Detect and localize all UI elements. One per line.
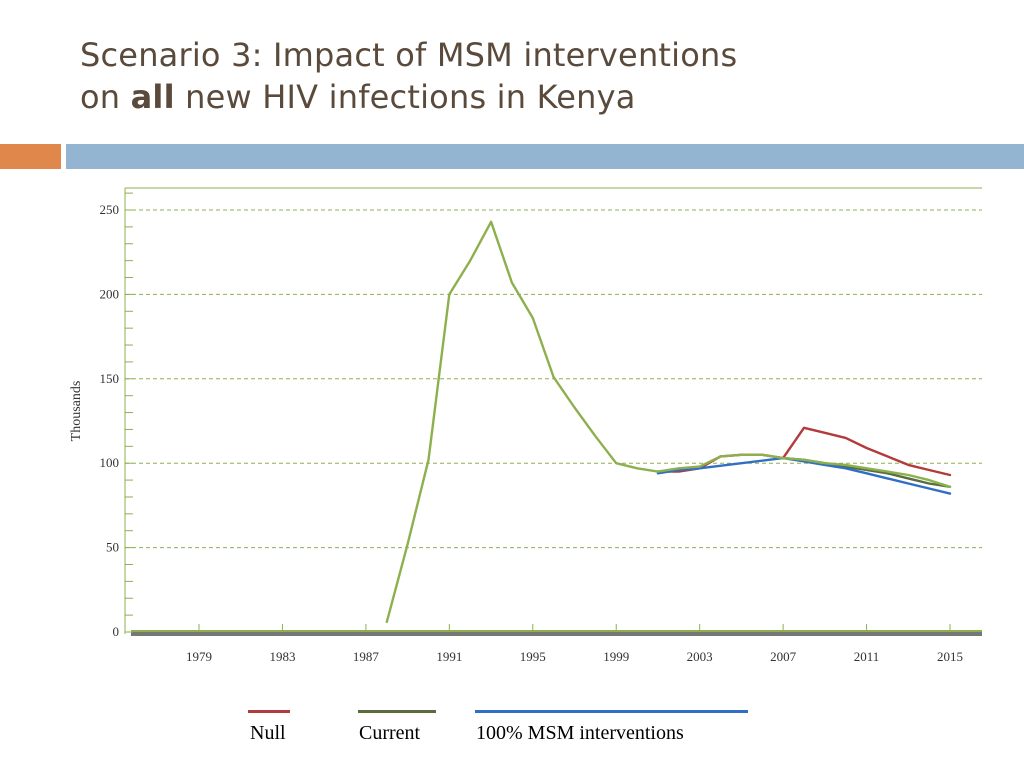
legend-swatch-current xyxy=(358,710,436,713)
series-msm-line xyxy=(656,456,952,495)
x-tick-label-1979: 1979 xyxy=(186,649,212,664)
legend-label-null: Null xyxy=(250,722,286,744)
accent-bar-orange xyxy=(0,144,61,169)
y-axis-label: Thousands xyxy=(69,381,84,442)
series-lines xyxy=(385,220,952,624)
y-tick-label-150: 150 xyxy=(100,371,120,386)
y-axis-ticks: 0 50 100 150 200 250 xyxy=(100,192,133,639)
legend-label-current: Current xyxy=(359,722,421,744)
legend: Null Current 100% MSM interventions xyxy=(0,700,1024,760)
y-tick-label-250: 250 xyxy=(100,202,120,217)
title-line-2-post: new HIV infections in Kenya xyxy=(174,78,636,116)
y-tick-label-100: 100 xyxy=(100,455,120,470)
legend-swatch-msm xyxy=(475,710,748,713)
x-tick-label-2003: 2003 xyxy=(687,649,713,664)
x-tick-label-1983: 1983 xyxy=(269,649,295,664)
x-tick-label-1987: 1987 xyxy=(353,649,380,664)
x-axis-ticks: 1979 1983 1987 1991 1995 1999 2003 2007 2011 2015 xyxy=(186,624,963,664)
x-tick-label-2015: 2015 xyxy=(937,649,963,664)
x-tick-label-1995: 1995 xyxy=(520,649,546,664)
x-tick-label-1991: 1991 xyxy=(436,649,462,664)
x-tick-label-1999: 1999 xyxy=(603,649,629,664)
title-line-2-pre: on xyxy=(80,78,131,116)
x-tick-label-2007: 2007 xyxy=(770,649,797,664)
slide-title: Scenario 3: Impact of MSM interventions … xyxy=(80,34,1000,118)
legend-label-msm: 100% MSM interventions xyxy=(476,722,684,744)
title-line-2: on all new HIV infections in Kenya xyxy=(80,76,1000,118)
y-tick-label-50: 50 xyxy=(106,540,119,555)
y-tick-label-0: 0 xyxy=(113,624,120,639)
title-line-1: Scenario 3: Impact of MSM interventions xyxy=(80,36,738,74)
series-baseline-line xyxy=(385,220,952,624)
legend-swatch-null xyxy=(248,710,290,713)
plot-frame xyxy=(124,187,982,636)
x-tick-label-2011: 2011 xyxy=(854,649,880,664)
y-tick-label-200: 200 xyxy=(100,286,120,301)
line-chart: 0 50 100 150 200 250 1979 1983 1987 1991 1995 1999… xyxy=(69,187,982,664)
title-line-2-bold: all xyxy=(130,78,175,116)
x-axis-baseline xyxy=(131,632,982,636)
accent-bar-blue xyxy=(66,144,1024,169)
